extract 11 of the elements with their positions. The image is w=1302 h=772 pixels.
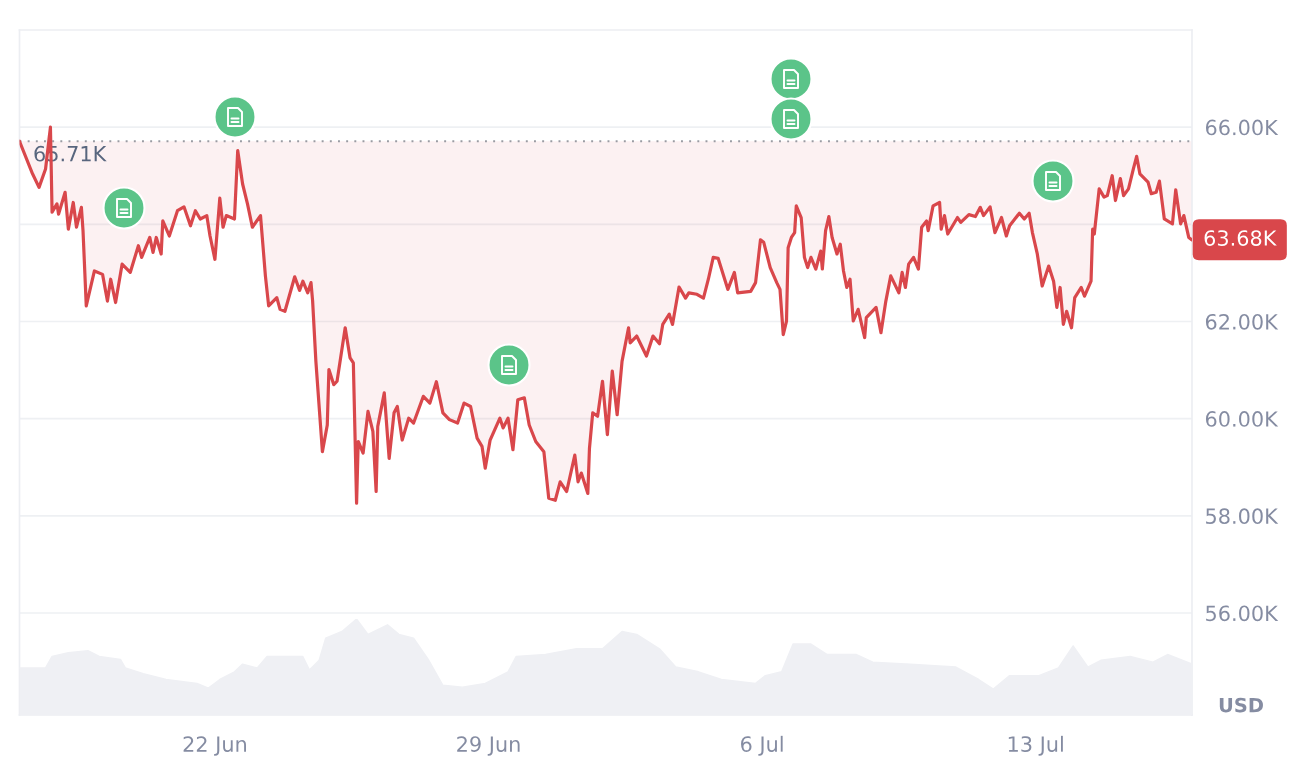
annotation: 63.68K — [1204, 230, 1277, 246]
y-axis-title: USD — [1219, 697, 1263, 713]
x-tick-label: 6 Jul — [741, 735, 783, 756]
y-tick-label: 62.00K — [1205, 313, 1279, 330]
x-tick-label: 22 Jun — [183, 736, 246, 756]
y-tick-label: 60.00K — [1205, 411, 1279, 427]
y-tick-label: 66.00K — [1205, 119, 1279, 136]
x-tick-label: 13 Jul — [1008, 735, 1063, 756]
y-tick-label: 58.00K — [1206, 508, 1279, 525]
x-tick-label: 29 Jun — [457, 736, 520, 756]
y-tick-label: 56.00K — [1206, 605, 1279, 622]
